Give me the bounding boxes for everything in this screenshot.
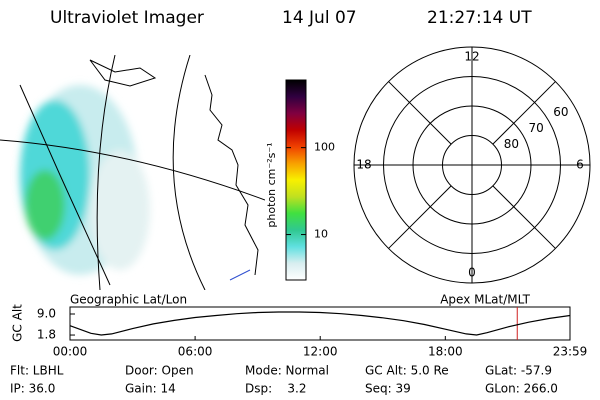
status-field: Gain: 14 [125,382,176,396]
x-tick-label: 23:59 [553,345,588,359]
meridian [96,55,116,290]
x-tick-label: 18:00 [428,345,463,359]
axis-line [388,81,452,145]
mlt-label: 6 [576,158,584,172]
status-field: Flt: LBHL [10,364,64,378]
colorbar-scale [285,79,307,281]
axis-line [492,81,556,145]
axis-line [388,185,452,249]
title: Ultraviolet Imager [50,8,204,28]
status-field: Door: Open [125,364,194,378]
lat-label: 80 [504,137,519,151]
lat-label: 60 [553,105,568,119]
y-tick-label: 9.0 [37,307,56,321]
colorbar-tick-label: 10 [314,228,328,241]
mlt-label: 18 [356,158,371,172]
map-edge [19,84,111,286]
colorbar-label: photon cm⁻²s⁻¹ [265,142,278,227]
y-tick-label: 1.8 [37,328,56,342]
time: 21:27:14 UT [427,8,532,28]
y-axis-label: GC Alt [11,304,25,342]
lat-label: 70 [529,121,544,135]
coastline [204,74,259,276]
status-field: Mode: Normal [245,364,329,378]
status-field: Seq: 39 [365,382,411,396]
status-field: Dsp: 3.2 [245,382,307,396]
status-field: GLat: -57.9 [485,364,552,378]
status-field: GC Alt: 5.0 Re [365,364,449,378]
parallel [0,139,265,201]
altitude-plot: 9.0 1.8 00:00 06:00 12:00 18:00 23:59 GC Alt [11,304,588,359]
x-tick-label: 06:00 [178,345,213,359]
x-tick-label: 00:00 [53,345,88,359]
status-field: GLon: 266.0 [485,382,558,396]
emission [20,85,150,275]
map-label: Geographic Lat/Lon [70,293,187,307]
colorbar-tick-label: 100 [314,141,335,154]
polar-plot: 0 6 12 18 60 70 80 Apex MLat/MLT [353,46,591,307]
status-panel: Flt: LBHL Door: Open Mode: Normal GC Alt: 5… [10,364,558,396]
mlt-label: 0 [468,266,476,280]
coastline [89,59,157,87]
polar-label: Apex MLat/MLT [440,293,530,307]
map [0,55,265,290]
mlt-label: 12 [464,50,479,64]
colorbar: 10 100 photon cm⁻²s⁻¹ [265,79,335,281]
meridian [172,55,206,290]
date: 14 Jul 07 [282,8,357,28]
altitude-line [69,311,571,336]
x-tick-label: 12:00 [303,345,338,359]
coastline [229,269,251,281]
axis-line [492,185,556,249]
status-field: IP: 36.0 [10,382,55,396]
